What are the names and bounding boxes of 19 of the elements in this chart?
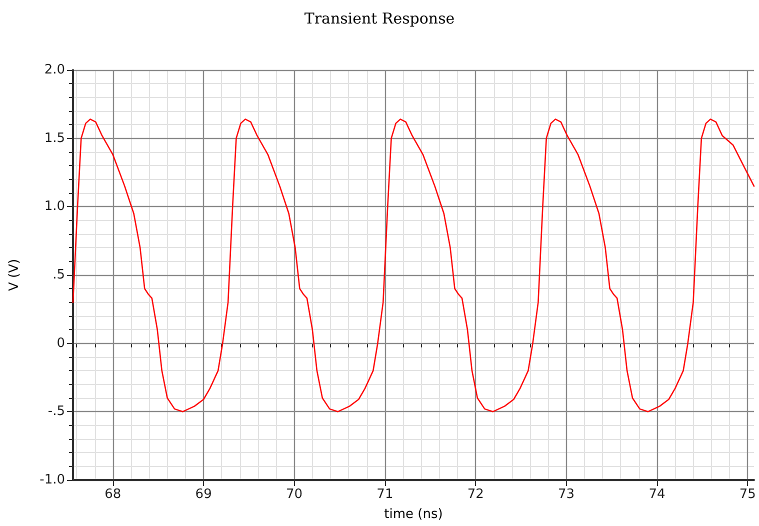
x-tick-label: 73 xyxy=(558,487,575,502)
y-tick-label: 1.0 xyxy=(44,199,65,214)
chart-title: Transient Response xyxy=(304,10,455,28)
y-tick-label: -.5 xyxy=(48,404,65,420)
y-axis-title: V (V) xyxy=(7,258,22,292)
x-tick-label: 68 xyxy=(104,487,122,502)
x-tick-label: 70 xyxy=(286,487,303,502)
y-tick-label: .5 xyxy=(52,268,65,282)
line-series xyxy=(72,118,755,412)
y-tick-label: 2.0 xyxy=(44,62,65,78)
x-tick-label: 75 xyxy=(739,487,756,502)
x-tick-label: 72 xyxy=(467,487,484,502)
x-tick-label: 74 xyxy=(648,487,666,502)
y-tick-label: -1.0 xyxy=(40,472,65,488)
x-tick-label: 71 xyxy=(376,487,394,502)
y-tick-label: 0 xyxy=(56,336,65,351)
x-axis-title: time (ns) xyxy=(384,507,443,522)
x-tick-label: 69 xyxy=(195,487,212,502)
y-tick-label: 1.5 xyxy=(44,130,65,146)
